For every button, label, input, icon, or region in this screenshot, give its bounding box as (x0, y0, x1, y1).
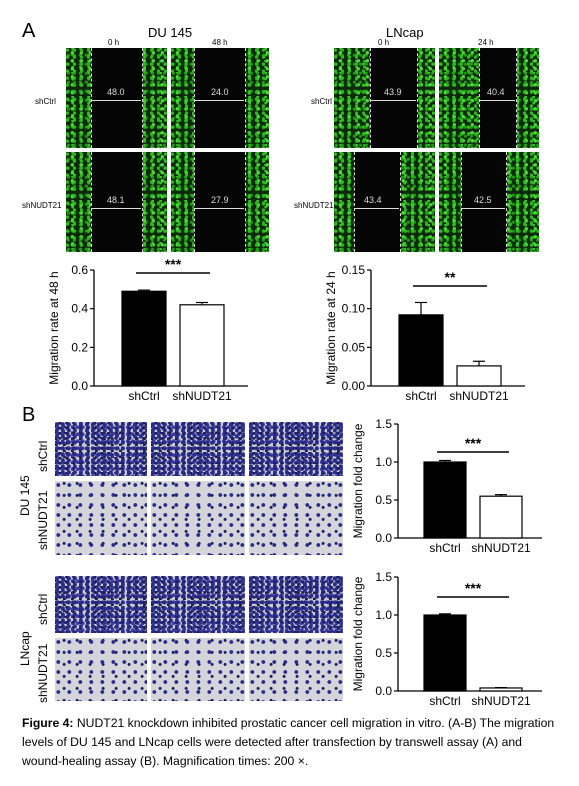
y-tick-label: 0.00 (342, 379, 366, 393)
wound-image: 48.0 (66, 48, 167, 148)
transwell-image (249, 638, 343, 701)
x-category-label: shCtrl (128, 389, 159, 403)
x-category-label: shNUDT21 (449, 389, 509, 403)
y-tick-label: 0.5 (375, 646, 392, 660)
wound-image: 42.5 (439, 152, 539, 252)
caption-text: NUDT21 knockdown inhibited prostatic can… (22, 716, 555, 768)
lncap-title: LNcap (386, 25, 424, 40)
y-tick-label: 0.10 (342, 302, 366, 316)
transwell-image (151, 422, 245, 476)
lncap-row-label-shctrl: shCtrl (311, 97, 332, 106)
x-category-label: shCtrl (429, 694, 460, 708)
y-axis-label: Migration rate at 24 h (325, 271, 338, 384)
y-tick-label: 1.0 (375, 608, 392, 622)
panel-a-letter: A (22, 20, 36, 42)
wound-width-label: 48.0 (107, 87, 125, 97)
wound-image: 43.9 (334, 48, 435, 148)
y-tick-label: 0.6 (71, 263, 88, 277)
y-tick-label: 0.0 (71, 379, 88, 393)
panel-b-letter: B (22, 404, 36, 426)
y-tick-label: 0.05 (342, 340, 366, 354)
transwell-row-label-shctrl: shCtrl (36, 593, 50, 625)
transwell-image (151, 638, 245, 701)
y-tick-label: 0.2 (71, 340, 88, 354)
figure-caption: Figure 4: NUDT21 knockdown inhibited pro… (22, 714, 562, 771)
x-category-label: shNUDT21 (471, 694, 531, 708)
y-tick-label: 1.5 (375, 570, 392, 584)
transwell-image (55, 638, 147, 701)
bar-shctrl (121, 290, 167, 387)
wound-width-label: 43.4 (364, 195, 382, 205)
bar-shnudt21 (456, 365, 502, 387)
bar-chart-lncap-wound: Migration rate at 24 h 0.00 0.05 0.10 0.15 sh… (325, 263, 525, 403)
wound-width-label: 42.5 (474, 195, 492, 205)
significance-stars: *** (465, 435, 482, 451)
y-axis-label: Migration fold change (352, 423, 365, 538)
x-category-label: shCtrl (429, 541, 460, 555)
du145-time-0: 0 h (108, 38, 120, 47)
transwell-row-label-shnudt21: shNUDT21 (36, 490, 50, 550)
du145-row-label-shctrl: shCtrl (35, 97, 56, 106)
wound-image: 40.4 (439, 48, 539, 148)
transwell-image (151, 576, 245, 633)
bar-shnudt21 (179, 304, 225, 387)
bar-chart-du145-transwell: Migration fold change 0.0 0.5 1.0 1.5 shCtrl s… (352, 417, 542, 555)
transwell-image (249, 422, 343, 476)
y-axis-label: Migration rate at 48 h (48, 271, 61, 384)
y-tick-label: 1.5 (375, 417, 392, 431)
x-category-label: shNUDT21 (172, 389, 232, 403)
du145-title: DU 145 (148, 25, 193, 40)
bar-shnudt21 (479, 687, 523, 692)
bar-shctrl (398, 314, 444, 387)
bar-shctrl (423, 614, 467, 692)
transwell-group-label-du145: DU 145 (18, 475, 32, 516)
transwell-image (55, 422, 147, 476)
transwell-row-label-shctrl: shCtrl (36, 440, 50, 472)
wound-width-label: 43.9 (384, 87, 402, 97)
bar-chart-du145-wound: Migration rate at 48 h 0.0 0.2 0.4 0.6 shCtrl… (48, 258, 248, 403)
wound-width-label: 40.4 (487, 87, 505, 97)
wound-width-label: 24.0 (211, 87, 229, 97)
y-tick-label: 0.0 (375, 531, 392, 545)
wound-width-label: 48.1 (107, 195, 125, 205)
bar-shctrl (423, 461, 467, 539)
du145-time-1: 48 h (212, 38, 228, 47)
significance-stars: *** (165, 258, 182, 272)
significance-stars: ** (445, 269, 456, 285)
significance-stars: *** (465, 580, 482, 596)
lncap-time-0: 0 h (378, 38, 390, 47)
y-tick-label: 0.0 (375, 684, 392, 698)
wound-image: 24.0 (171, 48, 269, 148)
y-tick-label: 0.15 (342, 263, 366, 277)
wound-width-label: 27.9 (211, 195, 229, 205)
y-tick-label: 0.5 (375, 493, 392, 507)
wound-image: 48.1 (66, 152, 167, 252)
y-tick-label: 1.0 (375, 455, 392, 469)
transwell-group-label-lncap: LNcap (18, 631, 32, 666)
transwell-row-label-shnudt21: shNUDT21 (36, 643, 50, 703)
transwell-image (55, 576, 147, 633)
transwell-image (55, 481, 147, 555)
transwell-image (151, 481, 245, 555)
y-tick-label: 0.4 (71, 302, 88, 316)
transwell-image (249, 481, 343, 555)
y-axis-label: Migration fold change (352, 576, 365, 691)
bar-chart-lncap-transwell: Migration fold change 0.0 0.5 1.0 1.5 shCtrl s… (352, 570, 542, 708)
transwell-image (249, 576, 343, 633)
du145-row-label-shnudt21: shNUDT21 (22, 201, 62, 210)
bar-shnudt21 (479, 495, 523, 539)
wound-image: 27.9 (171, 152, 269, 252)
x-category-label: shNUDT21 (471, 541, 531, 555)
lncap-row-label-shnudt21: shNUDT21 (294, 201, 334, 210)
caption-label: Figure 4: (22, 716, 74, 730)
wound-image: 43.4 (334, 152, 435, 252)
x-category-label: shCtrl (405, 389, 436, 403)
lncap-time-1: 24 h (478, 38, 494, 47)
